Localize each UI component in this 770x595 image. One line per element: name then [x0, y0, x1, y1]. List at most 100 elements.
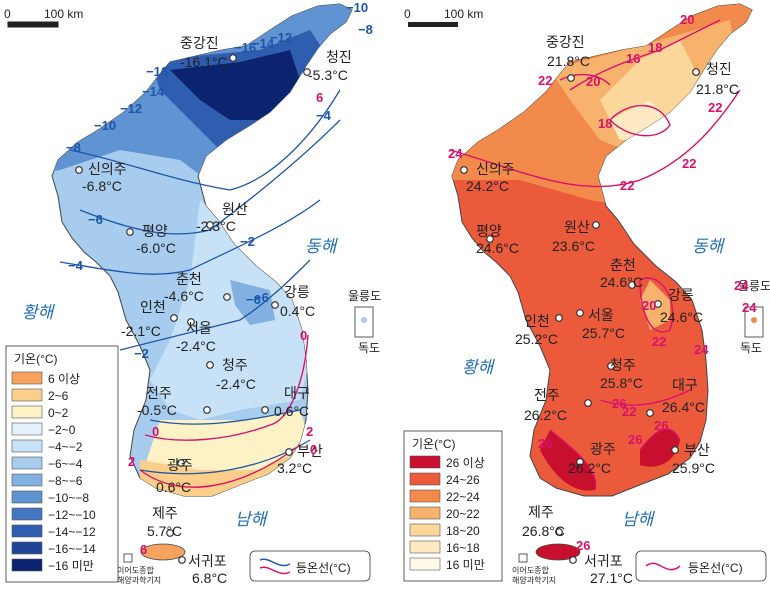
winter-legend-label: 0~2 — [48, 406, 69, 420]
winter-isotherm-label: 6 — [316, 90, 323, 105]
summer-city-name: 원산 — [564, 219, 590, 235]
winter-legend-label: 6 이상 — [48, 372, 80, 386]
summer-city-temp: 21.8°C — [547, 53, 590, 69]
winter-legend-label: −12~−10 — [48, 508, 96, 522]
summer-scale-bar: 0 100 km — [404, 7, 483, 27]
summer-city-temp: 25.7°C — [582, 325, 625, 341]
winter-city-name: 인천 — [140, 299, 166, 315]
summer-city-temp: 24.6°C — [476, 240, 519, 256]
winter-city-dot — [285, 448, 293, 456]
winter-legend-swatch — [11, 405, 43, 419]
summer-isotherm-lines — [449, 19, 741, 491]
summer-isotherm-label: 18 — [598, 116, 612, 131]
summer-city-name: 신의주 — [476, 161, 515, 177]
summer-city-temp: 27.1°C — [590, 570, 633, 586]
summer-city-9: 서울 25.7°C — [576, 307, 625, 341]
summer-isotherm-label: 26 — [612, 396, 626, 411]
winter-city-dot — [261, 406, 269, 414]
winter-city-name: 전주 — [146, 385, 172, 401]
winter-isotherm-label: −6 — [254, 290, 269, 305]
winter-city-temp: -16.1°C — [180, 54, 228, 70]
summer-ieodo-label: 이어도종합 — [512, 565, 549, 575]
summer-city-dot — [654, 300, 662, 308]
winter-legend-swatch — [11, 541, 43, 555]
summer-city-dot — [460, 166, 468, 174]
winter-city-temp: -5.3°C — [308, 67, 348, 83]
summer-city-15: 제주 26.8°C — [522, 504, 565, 539]
winter-ulleung-island: 울릉도 독도 — [348, 289, 381, 355]
winter-city-name: 강릉 — [284, 284, 310, 300]
summer-city-dot — [569, 556, 577, 564]
summer-city-dot — [555, 528, 563, 536]
summer-city-10: 청주 25.8°C — [600, 357, 643, 391]
summer-isoline-legend: 등온선(°C) — [635, 550, 767, 582]
winter-legend-swatch — [11, 456, 43, 470]
winter-isotherm-label: 6 — [140, 542, 147, 557]
winter-city-dot — [271, 301, 279, 309]
winter-city-name: 청주 — [222, 357, 248, 373]
summer-isotherm-label: 26 — [576, 538, 590, 553]
summer-legend-label: 22~24 — [446, 490, 480, 504]
winter-isotherm-label: 0 — [300, 328, 307, 343]
winter-city-temp: -2.1°C — [121, 323, 161, 339]
summer-city-7: 강릉 24.6°C — [654, 287, 703, 325]
summer-legend-swatch — [409, 506, 441, 520]
winter-isotherm-label: −12 — [270, 30, 292, 45]
summer-scale-distance: 100 km — [444, 7, 483, 21]
summer-isotherm-label: 18 — [648, 40, 662, 55]
winter-city-name: 평양 — [142, 223, 168, 239]
summer-isoline-label: 등온선(°C) — [688, 561, 743, 575]
summer-isotherm-label: 20 — [680, 12, 694, 27]
summer-city-temp: 24.2°C — [466, 178, 509, 194]
summer-dokdo-label: 독도 — [740, 341, 762, 355]
winter-city-temp: 5.7°C — [147, 523, 182, 539]
svg-text:해양과학기지: 해양과학기지 — [117, 575, 161, 585]
summer-legend-label: 18~20 — [446, 524, 480, 538]
winter-city-temp: -4.6°C — [164, 288, 204, 304]
summer-isotherm-label: 22 — [708, 100, 722, 115]
summer-city-name: 평양 — [476, 223, 502, 239]
winter-legend-swatch — [11, 490, 43, 504]
winter-legend-swatch — [11, 507, 43, 521]
summer-sea-west: 황해 — [462, 358, 496, 377]
winter-city-dot — [206, 361, 214, 369]
summer-legend-label: 24~26 — [446, 473, 480, 487]
summer-isotherm-label: 20 — [586, 74, 600, 89]
winter-ulleung-label: 울릉도 — [348, 289, 381, 303]
winter-zero-line — [139, 334, 309, 488]
summer-sea-south: 남해 — [622, 510, 656, 529]
summer-city-dot — [646, 409, 654, 417]
winter-city-3: 신의주-6.8°C — [75, 161, 127, 194]
summer-legend-swatch — [409, 455, 441, 469]
summer-city-12: 대구 26.4°C — [646, 377, 705, 417]
winter-isotherm-label: −4 — [68, 258, 84, 273]
summer-isotherm-label: 16 — [626, 51, 640, 66]
winter-city-name: 서울 — [186, 320, 212, 336]
winter-city-6: 춘천-4.6°C — [164, 271, 231, 304]
winter-city-temp: -2.4°C — [216, 376, 256, 392]
winter-city-dot — [223, 293, 231, 301]
winter-legend-label: −10~−8 — [48, 491, 89, 505]
summer-city-temp: 26.4°C — [662, 399, 705, 415]
winter-sea-east: 동해 — [305, 237, 339, 256]
summer-scale-zero: 0 — [404, 7, 411, 21]
winter-city-1: 중강진 -16.1°C — [180, 35, 237, 70]
summer-city-dot — [555, 314, 563, 322]
summer-isotherm-label: 22 — [622, 404, 636, 419]
winter-city-temp: -2.3°C — [196, 218, 236, 234]
winter-city-name: 제주 — [152, 505, 178, 521]
winter-scale-bar: 0 100 km — [4, 7, 83, 28]
winter-isotherm-label: −2 — [134, 346, 149, 361]
summer-city-name: 청주 — [610, 357, 636, 373]
summer-city-2: 청진 21.8°C — [692, 61, 739, 97]
winter-isotherm-label: 2 — [128, 454, 135, 469]
winter-city-temp: -6.0°C — [136, 240, 176, 256]
winter-isotherm-label: −10 — [346, 0, 368, 15]
summer-ulleung-island: 울릉도 독도 — [738, 279, 770, 355]
winter-isotherm-label: −6 — [246, 292, 261, 307]
summer-city-temp: 26.2°C — [524, 407, 567, 423]
summer-city-14: 광주 26.2°C — [568, 441, 616, 476]
summer-city-name: 제주 — [528, 504, 554, 520]
